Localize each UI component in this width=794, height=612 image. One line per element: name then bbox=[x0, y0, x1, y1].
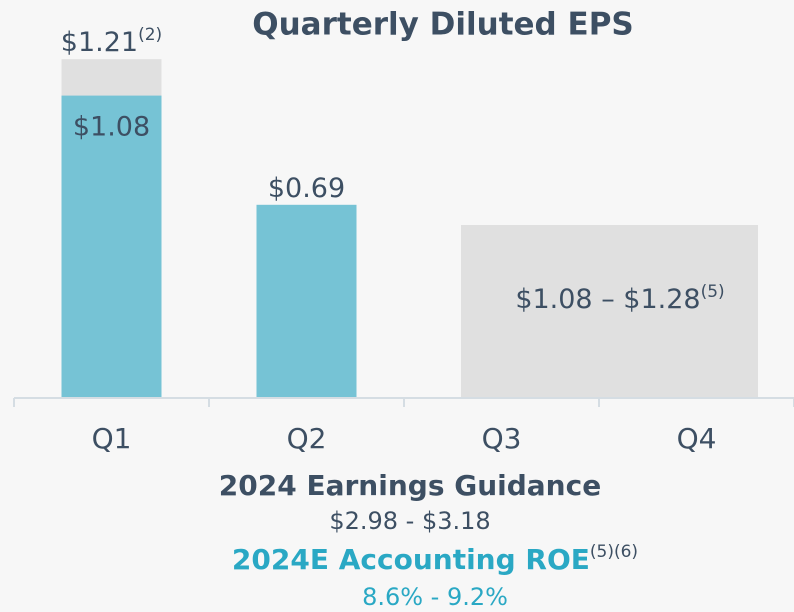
x-tick-label: Q1 bbox=[92, 422, 132, 455]
chart-title: Quarterly Diluted EPS bbox=[252, 7, 634, 43]
value-label-text: $1.08 bbox=[73, 111, 150, 142]
roe-title: 2024E Accounting ROE bbox=[232, 543, 590, 576]
value-label: $1.21(2) bbox=[61, 25, 162, 58]
guidance-range: $2.98 - $3.18 bbox=[329, 507, 490, 535]
guidance-range-box bbox=[461, 225, 758, 398]
value-label-note: (2) bbox=[138, 25, 162, 45]
roe-heading: 2024E Accounting ROE(5)(6) bbox=[232, 542, 638, 576]
range-annotation: $1.08 – $1.28(5) bbox=[515, 282, 724, 315]
x-tick-label: Q4 bbox=[677, 422, 717, 455]
roe-note: (5)(6) bbox=[590, 542, 638, 562]
x-tick-label: Q3 bbox=[482, 422, 522, 455]
value-label-text: $0.69 bbox=[268, 172, 345, 203]
guidance-title: 2024 Earnings Guidance bbox=[219, 469, 601, 502]
bar bbox=[256, 204, 357, 398]
range-note: (5) bbox=[701, 282, 725, 302]
range-text: $1.08 – $1.28 bbox=[515, 284, 700, 315]
bar bbox=[61, 95, 162, 398]
roe-range: 8.6% - 9.2% bbox=[362, 583, 508, 611]
value-label: $0.69 bbox=[268, 172, 345, 203]
x-tick-label: Q2 bbox=[287, 422, 327, 455]
value-label: $1.08 bbox=[73, 111, 150, 142]
value-label-text: $1.21 bbox=[61, 27, 138, 58]
